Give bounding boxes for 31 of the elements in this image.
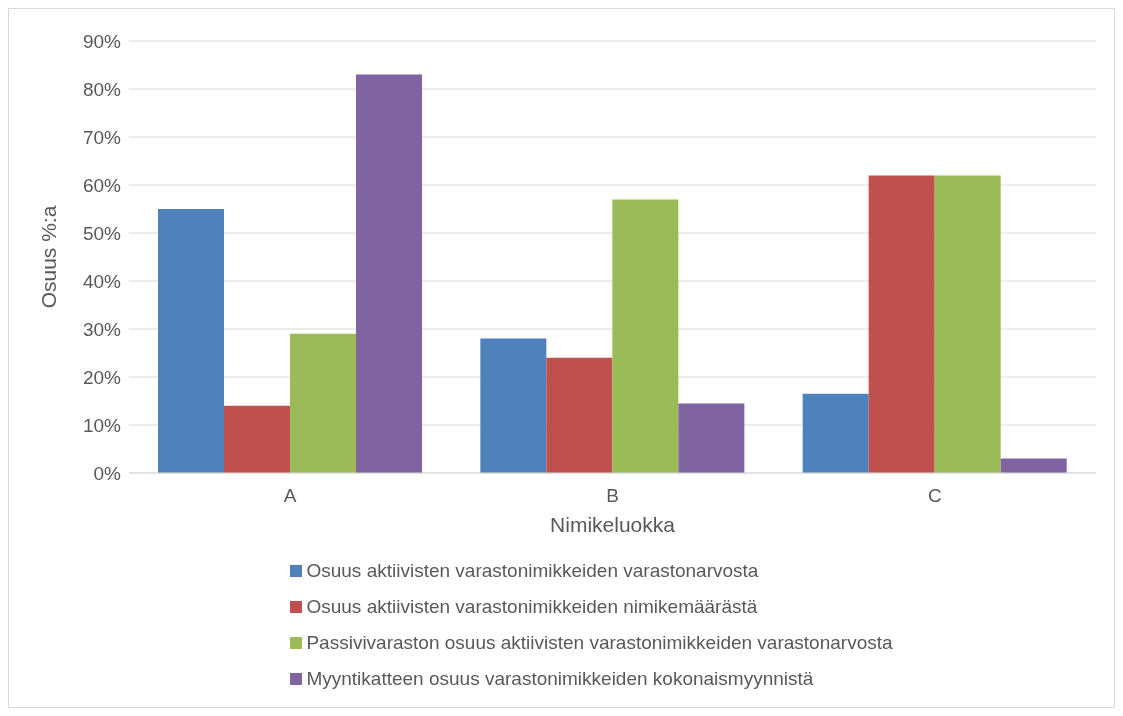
legend-label: Myyntikatteen osuus varastonimikkeiden kokonaismyynnistä xyxy=(306,667,814,691)
y-tick-label: 10% xyxy=(82,414,122,436)
y-tick-label: 20% xyxy=(82,366,122,388)
bar xyxy=(290,333,357,473)
bar xyxy=(356,74,423,473)
bar xyxy=(612,199,679,473)
bar xyxy=(546,357,613,473)
bar xyxy=(934,175,1001,473)
bar xyxy=(1000,458,1067,473)
bar xyxy=(224,405,291,473)
y-tick-label: 40% xyxy=(82,270,122,292)
y-tick-label: 90% xyxy=(82,30,122,52)
legend-label: Passivivaraston osuus aktiivisten varastonimikkeiden varastonarvosta xyxy=(306,631,893,655)
y-tick-label: 70% xyxy=(82,126,122,148)
x-tick-label: A xyxy=(283,485,297,507)
x-axis-title: Nimikeluokka xyxy=(550,512,676,536)
bar xyxy=(802,393,869,473)
bar xyxy=(868,175,935,473)
y-axis-title: Osuus %:a xyxy=(37,205,61,309)
y-tick-label: 50% xyxy=(82,222,122,244)
x-tick-label: C xyxy=(927,485,942,507)
y-tick-label: 30% xyxy=(82,318,122,340)
y-tick-label: 80% xyxy=(82,78,122,100)
x-tick-label: B xyxy=(606,485,619,507)
bar xyxy=(480,338,547,473)
legend-label: Osuus aktiivisten varastonimikkeiden varastonarvosta xyxy=(306,559,759,583)
y-tick-label: 60% xyxy=(82,174,122,196)
legend-label: Osuus aktiivisten varastonimikkeiden nimikemäärästä xyxy=(306,595,758,619)
y-tick-label: 0% xyxy=(93,462,122,484)
bar xyxy=(678,403,745,473)
bar xyxy=(158,209,225,473)
